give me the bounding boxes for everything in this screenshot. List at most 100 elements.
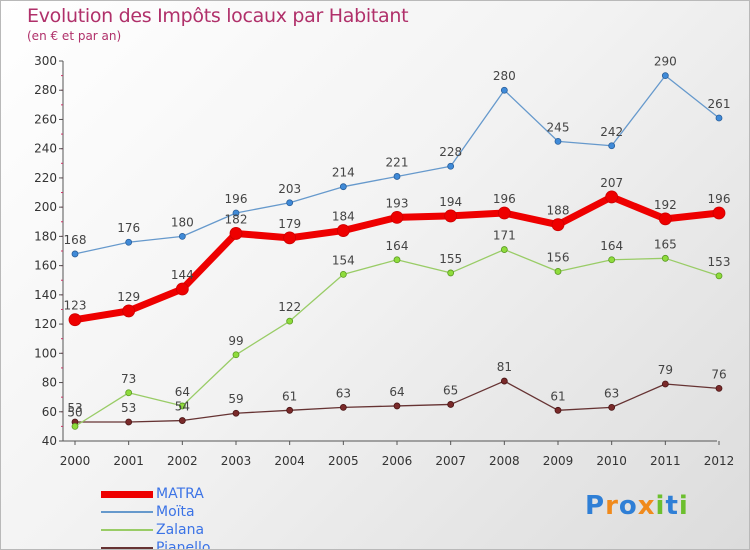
data-label-zalana: 155 [439, 252, 462, 266]
logo-letter: r [605, 491, 619, 521]
y-tick-label: 260 [34, 112, 57, 126]
y-tick-label: 180 [34, 229, 57, 243]
x-tick-label: 2012 [704, 454, 735, 468]
data-label-matra: 207 [600, 176, 623, 190]
data-point-zalana [286, 317, 294, 325]
data-point-zalana [715, 272, 723, 280]
data-point-matra [605, 190, 619, 204]
y-tick-label: 120 [34, 317, 57, 331]
y-tick-label: 280 [34, 83, 57, 97]
data-point-zalana [500, 246, 508, 253]
chart-title: Evolution des Impôts locaux par Habitant [27, 5, 409, 27]
data-point-pianello [608, 403, 616, 411]
x-tick-label: 2002 [167, 454, 198, 468]
data-point-pianello [178, 417, 186, 424]
data-label-zalana: 73 [121, 372, 136, 386]
data-label-zalana: 153 [708, 255, 731, 269]
x-tick-label: 2011 [650, 454, 681, 468]
logo-letter: t [665, 491, 679, 521]
x-tick-label: 2000 [60, 454, 91, 468]
x-tick-label: 2001 [113, 454, 144, 468]
data-label-pianello: 61 [282, 389, 297, 403]
data-point-pianello [339, 403, 347, 411]
data-point-zalana [232, 351, 240, 359]
data-label-matra: 193 [386, 196, 409, 210]
logo-letter: x [637, 491, 656, 521]
data-label-zalana: 164 [386, 239, 409, 253]
data-label-zalana: 156 [547, 250, 570, 264]
y-tick-label: 40 [42, 434, 57, 448]
data-label-pianello: 65 [443, 383, 458, 397]
data-point-matra [336, 224, 350, 237]
y-tick-label: 100 [34, 346, 57, 360]
y-tick-label: 80 [42, 376, 57, 390]
data-label-zalana: 122 [278, 300, 301, 314]
data-point-mota [447, 162, 455, 170]
data-point-mota [715, 114, 723, 122]
data-point-mota [71, 250, 79, 258]
data-label-zalana: 164 [600, 239, 623, 253]
legend-label: Pianello [156, 540, 211, 550]
data-label-mota: 176 [117, 221, 140, 235]
data-point-matra [658, 212, 672, 226]
data-label-pianello: 53 [121, 401, 136, 415]
y-tick-label: 220 [34, 171, 57, 185]
data-point-zalana [339, 270, 347, 278]
data-label-mota: 228 [439, 145, 462, 159]
y-tick-label: 140 [34, 288, 57, 302]
logo-letter: i [655, 491, 666, 521]
legend-label: Moïta [156, 504, 195, 520]
legend-label: Zalana [156, 522, 205, 538]
logo-letter: i [678, 491, 689, 521]
legend-swatch [101, 511, 153, 513]
data-label-pianello: 79 [658, 363, 673, 377]
x-tick-label: 2004 [274, 454, 305, 468]
data-point-pianello [554, 406, 562, 414]
data-point-mota [661, 72, 669, 80]
data-point-pianello [447, 401, 455, 408]
data-point-pianello [661, 380, 669, 388]
data-point-matra [712, 206, 726, 220]
legend-swatch [101, 490, 153, 498]
data-label-zalana: 171 [493, 229, 516, 243]
data-point-mota [125, 238, 133, 246]
data-point-zalana [554, 268, 562, 275]
data-point-mota [393, 173, 401, 180]
data-point-mota [232, 209, 240, 217]
data-label-mota: 261 [708, 97, 731, 111]
x-tick-label: 2009 [543, 454, 574, 468]
data-point-zalana [71, 422, 79, 430]
data-label-pianello: 54 [175, 400, 190, 414]
data-point-mota [554, 137, 562, 145]
data-label-matra: 184 [332, 210, 355, 224]
data-label-matra: 129 [117, 290, 140, 304]
data-label-zalana: 50 [67, 405, 82, 419]
data-point-zalana [393, 256, 401, 264]
data-label-mota: 168 [64, 233, 87, 247]
data-point-matra [229, 227, 243, 240]
legend-label: MATRA [156, 486, 204, 502]
data-label-mota: 203 [278, 182, 301, 196]
data-point-pianello [715, 384, 723, 392]
data-label-matra: 179 [278, 217, 301, 231]
x-tick-label: 2006 [382, 454, 413, 468]
data-label-matra: 194 [439, 195, 462, 209]
data-point-matra [175, 282, 189, 296]
data-label-mota: 245 [547, 120, 570, 134]
data-point-matra [497, 206, 511, 220]
data-point-matra [551, 218, 565, 232]
x-tick-label: 2005 [328, 454, 359, 468]
data-label-mota: 242 [600, 125, 623, 139]
y-tick-label: 300 [34, 54, 57, 68]
data-label-pianello: 81 [497, 360, 512, 374]
x-tick-label: 2008 [489, 454, 520, 468]
data-label-pianello: 59 [228, 392, 243, 406]
data-point-mota [608, 142, 616, 150]
data-point-matra [444, 209, 458, 223]
data-point-mota [339, 183, 347, 191]
data-label-zalana: 165 [654, 237, 677, 251]
data-point-matra [122, 304, 136, 318]
logo-letter: o [618, 491, 638, 521]
